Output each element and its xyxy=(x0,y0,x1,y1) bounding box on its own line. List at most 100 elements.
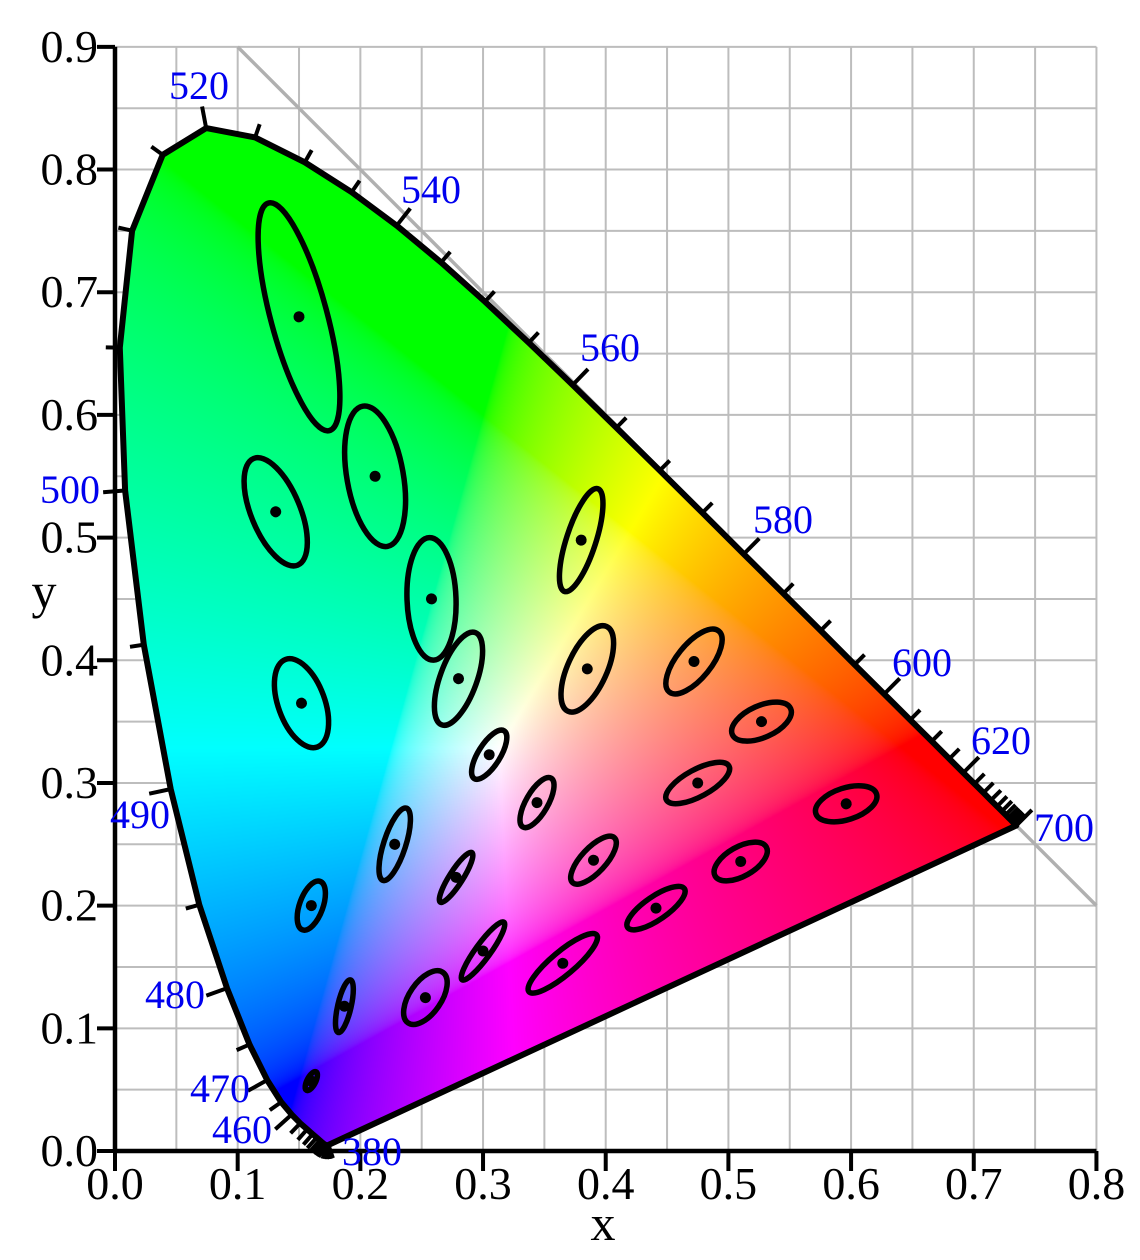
wavelength-label: 620 xyxy=(971,718,1031,763)
macadam-ellipse xyxy=(663,759,733,807)
wavelength-tick xyxy=(129,643,143,649)
macadam-ellipse-outline xyxy=(558,622,617,715)
wavelength-label: 560 xyxy=(580,325,640,370)
ellipse-center-dot xyxy=(338,1000,350,1012)
macadam-ellipse xyxy=(624,883,688,933)
macadam-ellipse-outline xyxy=(556,485,606,595)
wavelength-label: 470 xyxy=(190,1066,250,1111)
wavelength-tick xyxy=(983,781,995,793)
wavelength-tick xyxy=(702,501,714,513)
wavelength-tick xyxy=(185,903,198,911)
y-axis-tick-label: 0.4 xyxy=(41,634,99,685)
wavelength-tick xyxy=(351,179,362,192)
ellipse-center-dot xyxy=(756,716,767,728)
y-axis-tick-label: 0.1 xyxy=(41,1002,99,1053)
ellipse-center-dot xyxy=(305,1075,317,1087)
ellipse-center-dot xyxy=(270,506,282,518)
macadam-ellipse-outline xyxy=(517,774,557,831)
wavelength-tick xyxy=(235,1043,249,1052)
macadam-ellipse-outline xyxy=(294,878,329,933)
ellipse-center-dot xyxy=(575,534,587,546)
wavelength-tick xyxy=(528,331,540,343)
macadam-ellipse xyxy=(468,727,510,783)
wavelength-tick xyxy=(910,708,922,720)
macadam-ellipse-outline xyxy=(624,883,688,933)
wavelength-label: 600 xyxy=(892,640,952,685)
y-axis-tick-label: 0.9 xyxy=(41,21,99,72)
wavelength-tick xyxy=(440,250,452,263)
macadam-ellipse xyxy=(728,699,795,744)
macadam-ellipse xyxy=(255,200,343,434)
ellipse-center-dot xyxy=(688,656,700,667)
wavelength-tick xyxy=(305,1137,317,1150)
x-axis-title: x xyxy=(591,1195,616,1251)
macadam-ellipses-group xyxy=(241,200,880,1094)
macadam-ellipse-outline xyxy=(404,534,459,663)
macadam-ellipse-outline xyxy=(341,403,409,550)
x-axis-tick-label: 0.4 xyxy=(577,1158,635,1209)
x-axis-tick-label: 0.5 xyxy=(700,1158,758,1209)
ellipse-center-dot xyxy=(450,871,462,883)
wavelength-label: 700 xyxy=(1034,805,1094,850)
macadam-ellipse xyxy=(812,782,880,825)
ellipse-center-dot xyxy=(483,749,495,761)
macadam-ellipse xyxy=(663,626,725,697)
wavelength-tick xyxy=(820,619,832,631)
macadam-ellipse xyxy=(332,977,357,1036)
wavelength-label: 490 xyxy=(110,792,170,837)
wavelength-tick xyxy=(150,145,163,156)
wavelength-tick xyxy=(949,747,961,759)
y-axis-tick-label: 0.2 xyxy=(41,880,99,931)
spectral-locus-outline xyxy=(116,125,1020,1149)
ellipse-center-dot xyxy=(557,957,569,969)
macadam-ellipse-outline xyxy=(812,782,880,825)
macadam-ellipse xyxy=(556,485,606,595)
wavelength-tick xyxy=(253,123,262,137)
macadam-ellipse xyxy=(400,967,450,1028)
macadam-ellipse-outline xyxy=(663,626,725,697)
ellipse-center-dot xyxy=(650,902,662,914)
macadam-ellipse-outline xyxy=(567,833,620,887)
macadam-ellipse-outline xyxy=(525,930,601,996)
wavelength-tick xyxy=(200,106,208,127)
wavelength-tick xyxy=(268,1101,281,1112)
macadam-ellipse-outline xyxy=(241,454,311,569)
macadam-ellipse-outline xyxy=(332,977,357,1036)
y-axis-tick-label: 0.5 xyxy=(41,512,99,563)
macadam-ellipse xyxy=(567,833,620,887)
x-axis-tick-label: 0.8 xyxy=(1068,1158,1126,1209)
ellipse-center-dot xyxy=(477,945,489,957)
ellipse-center-dot xyxy=(305,900,317,912)
wavelength-tick xyxy=(117,225,131,233)
ellipse-center-dot xyxy=(426,593,437,605)
x-axis-tick-label: 0.7 xyxy=(945,1158,1003,1209)
wavelength-tick xyxy=(296,1129,308,1142)
macadam-ellipse xyxy=(404,534,459,663)
y-axis-tick-label: 0.7 xyxy=(41,266,99,317)
wavelength-tick xyxy=(273,1114,292,1131)
macadam-ellipse-outline xyxy=(468,727,510,783)
wavelength-label: 520 xyxy=(169,63,229,108)
y-axis-tick-label: 0.0 xyxy=(41,1125,99,1176)
wavelength-tick xyxy=(854,653,866,665)
wavelength-tick xyxy=(990,788,1003,801)
ellipse-center-dot xyxy=(840,798,852,810)
wavelength-tick xyxy=(1016,808,1034,826)
axes-group: 0.0 0.1 0.2 0.3 0.4 0.5 0.6 0.7 0.8 0.0 0.1 0.2 0.3 0… xyxy=(41,21,1126,1209)
wavelength-tick xyxy=(743,537,761,555)
macadam-ellipse xyxy=(436,849,476,906)
ellipse-center-dot xyxy=(735,856,747,867)
macadam-ellipse xyxy=(376,805,414,884)
macadam-ellipse xyxy=(558,622,617,715)
x-axis-tick-label: 0.2 xyxy=(332,1158,390,1209)
wavelength-tick xyxy=(396,207,412,226)
y-axis-title: y xyxy=(32,563,57,619)
wavelength-tick xyxy=(1005,803,1017,815)
macadam-ellipse-outline xyxy=(400,967,450,1028)
macadam-ellipse xyxy=(302,1068,321,1094)
macadam-ellipse-outline xyxy=(431,629,486,729)
macadam-ellipse xyxy=(711,839,771,884)
